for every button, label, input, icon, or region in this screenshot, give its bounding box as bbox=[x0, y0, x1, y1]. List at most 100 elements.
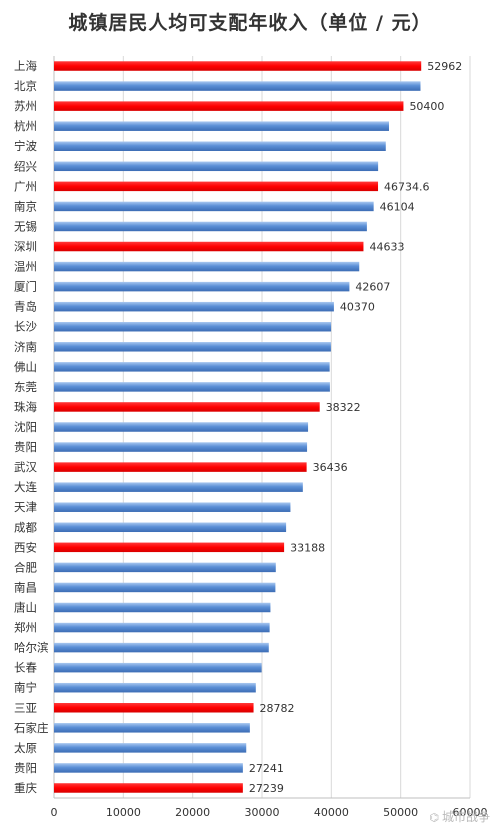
data-label: 46104 bbox=[380, 200, 415, 213]
y-category-label: 无锡 bbox=[14, 219, 37, 233]
y-category-label: 成都 bbox=[14, 520, 37, 534]
bar bbox=[54, 161, 379, 172]
y-category-label: 太原 bbox=[14, 741, 37, 755]
y-category-label: 珠海 bbox=[14, 400, 37, 414]
bar bbox=[54, 522, 287, 533]
y-category-label: 长春 bbox=[14, 661, 37, 675]
bar bbox=[54, 422, 309, 432]
y-category-label: 广州 bbox=[14, 179, 37, 193]
bar-highlight bbox=[54, 241, 364, 252]
data-label: 50400 bbox=[409, 100, 444, 113]
bar bbox=[54, 261, 360, 272]
bar bbox=[54, 382, 330, 392]
y-category-label: 大连 bbox=[14, 480, 37, 494]
data-label: 33188 bbox=[290, 541, 325, 554]
y-category-label: 温州 bbox=[14, 260, 37, 274]
x-tick-label: 50000 bbox=[383, 806, 418, 819]
y-category-label: 贵阳 bbox=[14, 440, 37, 454]
wechat-icon: ⌬ bbox=[429, 811, 439, 824]
y-category-label: 宁波 bbox=[14, 139, 37, 153]
data-label: 38322 bbox=[326, 401, 361, 414]
bar bbox=[54, 321, 332, 332]
y-category-label: 重庆 bbox=[14, 781, 37, 795]
bar bbox=[54, 502, 291, 512]
y-category-label: 南宁 bbox=[14, 681, 37, 695]
y-category-label: 厦门 bbox=[14, 280, 37, 294]
y-category-label: 贵阳 bbox=[14, 761, 37, 775]
bar bbox=[54, 221, 367, 232]
y-category-label: 天津 bbox=[14, 500, 37, 514]
bar-highlight bbox=[54, 402, 320, 412]
bar bbox=[54, 81, 421, 91]
y-category-label: 北京 bbox=[14, 79, 37, 93]
bar bbox=[54, 642, 269, 653]
bar-highlight bbox=[54, 542, 285, 553]
bar bbox=[54, 622, 270, 633]
x-tick-label: 0 bbox=[51, 806, 58, 819]
y-category-label: 青岛 bbox=[14, 300, 37, 314]
y-category-label: 杭州 bbox=[14, 119, 37, 133]
bar-highlight bbox=[54, 703, 254, 713]
y-category-label: 武汉 bbox=[14, 460, 37, 474]
y-category-label: 上海 bbox=[14, 59, 37, 73]
y-category-label: 石家庄 bbox=[14, 721, 49, 735]
bar bbox=[54, 582, 276, 593]
y-category-label: 深圳 bbox=[14, 240, 37, 254]
y-category-label: 三亚 bbox=[14, 701, 37, 715]
bar bbox=[54, 201, 374, 212]
bar bbox=[54, 342, 331, 352]
watermark: ⌬ 城市战争 bbox=[429, 808, 490, 825]
bar bbox=[54, 482, 303, 492]
y-category-label: 苏州 bbox=[14, 99, 37, 113]
data-label: 42607 bbox=[355, 281, 390, 294]
x-tick-label: 60000 bbox=[453, 806, 488, 819]
y-category-label: 东莞 bbox=[14, 380, 37, 394]
bar bbox=[54, 121, 389, 131]
watermark-text: 城市战争 bbox=[441, 810, 490, 824]
bar bbox=[54, 362, 330, 372]
bar bbox=[54, 723, 250, 733]
bar bbox=[54, 682, 256, 693]
y-category-label: 郑州 bbox=[14, 621, 37, 635]
data-label: 28782 bbox=[260, 702, 295, 715]
bar bbox=[54, 743, 247, 753]
bar bbox=[54, 301, 334, 312]
y-category-label: 哈尔滨 bbox=[14, 641, 49, 655]
x-tick-label: 30000 bbox=[245, 806, 280, 819]
data-label: 27241 bbox=[249, 762, 284, 775]
y-category-label: 沈阳 bbox=[14, 420, 37, 434]
data-label: 40370 bbox=[340, 301, 375, 314]
label-layer: 0 10000 20000 30000 40000 50000 60000 上海 52962 北京… bbox=[14, 59, 488, 819]
bar-highlight bbox=[54, 462, 307, 472]
chart-title: 城镇居民人均可支配年收入（单位 / 元） bbox=[68, 12, 432, 34]
y-category-label: 绍兴 bbox=[14, 159, 37, 173]
y-category-label: 南京 bbox=[14, 199, 37, 213]
x-tick-label: 40000 bbox=[314, 806, 349, 819]
data-label: 36436 bbox=[313, 461, 348, 474]
y-category-label: 佛山 bbox=[14, 360, 37, 374]
bar bbox=[54, 562, 276, 573]
y-category-label: 合肥 bbox=[14, 560, 37, 574]
bar-highlight bbox=[54, 181, 379, 192]
data-label: 46734.6 bbox=[384, 180, 430, 193]
bar-highlight bbox=[54, 61, 422, 71]
y-category-label: 南昌 bbox=[14, 580, 37, 594]
data-label: 52962 bbox=[427, 60, 462, 73]
bar-layer bbox=[54, 61, 422, 793]
bar bbox=[54, 281, 350, 292]
y-category-label: 西安 bbox=[14, 540, 37, 554]
bar-highlight bbox=[54, 783, 243, 793]
y-category-label: 唐山 bbox=[14, 600, 37, 614]
x-tick-label: 20000 bbox=[175, 806, 210, 819]
data-label: 27239 bbox=[249, 782, 284, 795]
bar-highlight bbox=[54, 101, 404, 111]
data-label: 44633 bbox=[369, 241, 404, 254]
bar bbox=[54, 602, 271, 613]
bar bbox=[54, 141, 386, 151]
bar bbox=[54, 442, 308, 452]
y-category-label: 济南 bbox=[14, 340, 37, 354]
x-tick-label: 10000 bbox=[106, 806, 141, 819]
bar bbox=[54, 662, 262, 673]
y-category-label: 长沙 bbox=[14, 320, 37, 334]
